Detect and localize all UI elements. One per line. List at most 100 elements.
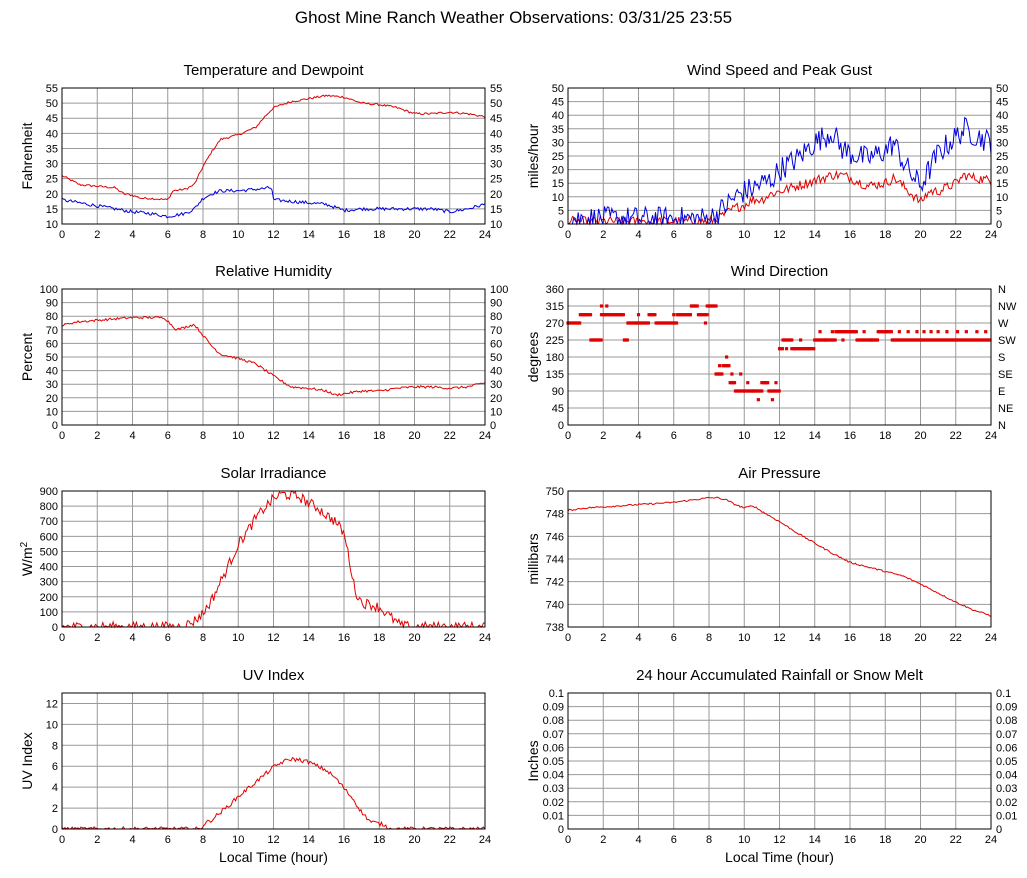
chart-title: Air Pressure [738,465,821,482]
direction-point [915,330,919,334]
x-tick-label: 22 [444,834,456,846]
page-title: Ghost Mine Ranch Weather Observations: 0… [294,8,733,27]
direction-point [703,321,708,325]
y-tick-label: 0 [558,824,564,836]
x-tick-label: 2 [94,632,100,644]
direction-point [739,372,743,376]
y-tick-label-right: 90 [490,298,502,310]
y-axis-label: degrees [525,332,541,383]
x-tick-label: 24 [985,430,997,442]
x-tick-label: 20 [408,430,420,442]
y-tick-label: 0 [558,219,564,231]
direction-point [646,321,651,325]
plot-frame [567,692,992,830]
x-tick-label: 10 [738,229,750,241]
x-tick-label: 2 [600,632,606,644]
x-tick-label: 18 [373,632,385,644]
x-tick-label: 8 [200,430,206,442]
y-tick-label: 4 [52,782,58,794]
x-axis-label: Local Time (hour) [725,849,834,865]
y-tick-label: 12 [46,698,58,710]
y-tick-label-right: 0.07 [996,729,1017,741]
x-tick-label: 16 [338,229,350,241]
y-tick-label-right: 60 [490,338,502,350]
y-tick-label-right: 30 [490,159,502,171]
y-tick-label: 0.02 [543,797,564,809]
y-tick-label: 225 [546,335,564,347]
y-tick-label-right: 30 [996,137,1008,149]
direction-point [906,330,910,334]
x-tick-label: 14 [303,229,315,241]
y-tick-label: 0 [52,420,58,432]
x-tick-label: 22 [950,632,962,644]
y-tick-label-right: 30 [490,379,502,391]
x-tick-label: 12 [267,834,279,846]
y-tick-label-right: 100 [490,284,508,296]
y-tick-label: 5 [558,205,564,217]
y-axis-label: miles/hour [525,123,541,188]
direction-point [625,338,629,342]
y-tick-label: 40 [46,128,58,140]
direction-point [774,381,778,385]
x-tick-label: 16 [844,834,856,846]
x-tick-label: 2 [600,229,606,241]
y-tick-label: 10 [46,406,58,418]
direction-point [975,330,979,334]
x-tick-label: 24 [479,632,491,644]
plot-frame [567,490,992,628]
direction-point [854,330,858,334]
chart-title: Wind Direction [731,263,829,280]
chart-title: Wind Speed and Peak Gust [687,62,873,79]
y-tick-label-right: 50 [490,352,502,364]
y-tick-label-right: 40 [996,110,1008,122]
y-tick-label: 500 [40,546,58,558]
x-tick-label: 2 [94,430,100,442]
y-tick-label: 10 [46,719,58,731]
y-tick-label: 30 [46,159,58,171]
x-tick-label: 4 [129,430,135,442]
direction-point [830,330,834,334]
direction-point [818,330,822,334]
x-tick-label: 12 [267,632,279,644]
compass-label: N [998,284,1006,296]
y-tick-label: 744 [546,554,564,566]
y-tick-label-right: 25 [996,151,1008,163]
x-tick-label: 18 [373,834,385,846]
y-tick-label: 90 [552,386,564,398]
x-tick-label: 20 [408,229,420,241]
x-tick-label: 22 [444,632,456,644]
y-tick-label: 50 [46,98,58,110]
x-tick-label: 4 [635,229,641,241]
direction-point [636,313,641,317]
x-tick-label: 18 [879,430,891,442]
x-tick-label: 14 [809,632,821,644]
y-tick-label: 35 [46,143,58,155]
x-tick-label: 18 [879,632,891,644]
y-tick-label: 900 [40,486,58,498]
direction-point [875,338,880,342]
chart-title: 24 hour Accumulated Rainfall or Snow Mel… [636,667,924,684]
y-tick-label-right: 25 [490,174,502,186]
x-tick-label: 20 [914,834,926,846]
x-tick-label: 0 [565,229,571,241]
x-tick-label: 20 [914,229,926,241]
y-axis-label: UV Index [19,732,35,790]
x-tick-label: 20 [408,632,420,644]
direction-point [760,389,764,393]
plot-frame [567,87,992,225]
y-tick-label-right: 0.05 [996,756,1017,768]
y-tick-label-right: 45 [996,97,1008,109]
direction-point [672,313,676,317]
y-tick-label-right: 15 [490,204,502,216]
x-tick-label: 2 [94,229,100,241]
y-tick-label-right: 5 [996,205,1002,217]
y-tick-label: 300 [40,577,58,589]
y-tick-label: 742 [546,577,564,589]
x-tick-label: 20 [914,430,926,442]
x-tick-label: 16 [844,632,856,644]
y-tick-label: 30 [46,379,58,391]
x-tick-label: 16 [338,632,350,644]
x-tick-label: 16 [338,430,350,442]
y-tick-label-right: 20 [996,165,1008,177]
